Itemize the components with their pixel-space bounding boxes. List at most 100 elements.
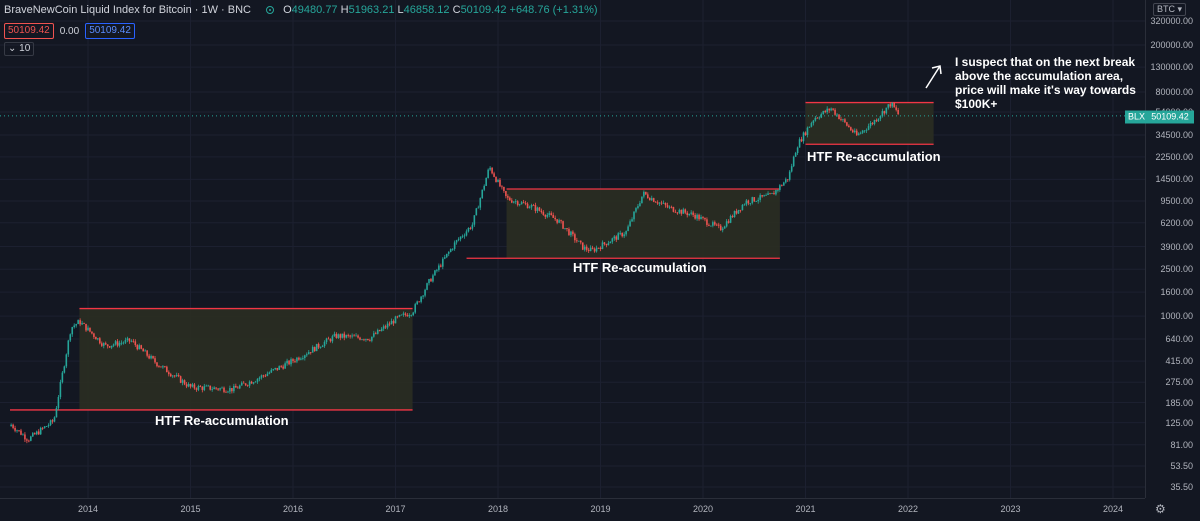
candle-body: [89, 327, 91, 332]
candle-body: [719, 225, 722, 231]
candle-body: [365, 338, 367, 340]
candle-body: [540, 210, 543, 213]
candle-body: [607, 243, 610, 246]
candle-body: [205, 385, 208, 387]
candle-body: [453, 242, 456, 249]
candle-body: [530, 205, 533, 208]
candle-body: [20, 430, 22, 435]
indicators-toggle-button[interactable]: ⌄ 10: [4, 42, 35, 56]
price-axis[interactable]: 320000.00200000.00130000.0080000.0054000…: [1145, 0, 1200, 498]
candle-body: [631, 219, 633, 222]
candle-body: [717, 224, 720, 226]
candle-body: [895, 107, 897, 110]
candle-body: [838, 114, 840, 120]
price-chart[interactable]: [0, 0, 1145, 498]
candle-body: [790, 166, 793, 172]
buy-button[interactable]: 50109.42: [85, 23, 135, 39]
candle-body: [623, 234, 625, 237]
candle-body: [852, 130, 854, 133]
candle-body: [242, 382, 245, 384]
candle-body: [576, 240, 578, 242]
candle-body: [363, 339, 365, 341]
price-tick-label: 185.00: [1165, 397, 1193, 408]
symbol-tag: BLX: [1125, 110, 1149, 124]
candle-body: [765, 195, 767, 196]
candle-body: [514, 201, 517, 203]
candle-body: [313, 346, 316, 352]
candle-body: [526, 203, 529, 209]
candle-body: [763, 195, 765, 197]
candle-body: [321, 346, 324, 348]
time-tick-label: 2014: [77, 504, 99, 514]
candle-body: [150, 356, 152, 359]
candle-body: [682, 209, 685, 214]
candle-body: [87, 327, 89, 331]
candle-body: [116, 341, 119, 346]
candle-body: [562, 221, 564, 229]
candle-body: [286, 360, 288, 364]
indicators-row: ⌄ 10: [4, 42, 35, 56]
candle-body: [528, 207, 531, 209]
candle-body: [593, 248, 596, 252]
candle-body: [889, 104, 892, 107]
candle-body: [844, 119, 846, 123]
candle-body: [560, 220, 562, 222]
candle-body: [284, 363, 286, 369]
candle-body: [583, 246, 586, 250]
currency-selector[interactable]: BTC ▾: [1153, 3, 1187, 16]
candle-body: [380, 328, 383, 332]
candle-body: [173, 375, 176, 377]
price-tick-label: 275.00: [1165, 377, 1193, 388]
candle-body: [509, 197, 511, 201]
candle-body: [777, 189, 779, 191]
symbol-title[interactable]: BraveNewCoin Liquid Index for Bitcoin · …: [4, 4, 251, 16]
candle-body: [611, 238, 614, 242]
candle-body: [757, 199, 759, 202]
price-tick-label: 35.50: [1170, 482, 1193, 492]
candle-body: [733, 210, 736, 218]
candle-body: [485, 178, 487, 186]
candle-body: [605, 243, 608, 246]
candle-body: [710, 225, 712, 227]
candle-body: [781, 185, 783, 187]
candle-body: [826, 108, 828, 113]
candle-body: [122, 342, 125, 344]
candle-body: [201, 386, 204, 390]
candle-body: [219, 388, 221, 390]
candle-body: [603, 242, 606, 244]
candle-body: [739, 209, 742, 211]
time-tick-label: 2019: [590, 504, 611, 514]
candle-body: [102, 343, 105, 346]
candle-body: [18, 430, 20, 432]
sell-button[interactable]: 50109.42: [4, 23, 54, 39]
candle-body: [79, 320, 81, 325]
candle-body: [65, 354, 68, 367]
candle-body: [335, 333, 338, 338]
candle-body: [361, 339, 363, 341]
candle-body: [658, 202, 661, 204]
candle-body: [853, 130, 856, 133]
candle-body: [700, 217, 702, 220]
candle-body: [43, 426, 46, 429]
candle-body: [307, 352, 310, 355]
candle-body: [75, 324, 77, 326]
time-axis[interactable]: 2014 2015 2016 2017 2018 2019 2020 2021 2022 2023…: [0, 498, 1145, 521]
candle-body: [238, 385, 241, 389]
candle-body: [369, 340, 371, 341]
candle-body: [144, 350, 146, 352]
settings-gear-icon[interactable]: ⚙: [1155, 502, 1166, 516]
time-tick-label: 2021: [795, 504, 816, 514]
candle-body: [323, 341, 326, 347]
candle-body: [434, 270, 436, 276]
candle-body: [463, 235, 466, 237]
candle-body: [168, 372, 170, 375]
candle-body: [398, 314, 401, 317]
candle-body: [680, 209, 683, 214]
candle-body: [394, 316, 397, 324]
candle-body: [692, 212, 694, 215]
candle-body: [735, 210, 738, 214]
candle-body: [319, 347, 322, 348]
symbol-header[interactable]: BraveNewCoin Liquid Index for Bitcoin · …: [4, 4, 598, 16]
candle-body: [625, 231, 627, 235]
candle-body: [597, 247, 600, 249]
